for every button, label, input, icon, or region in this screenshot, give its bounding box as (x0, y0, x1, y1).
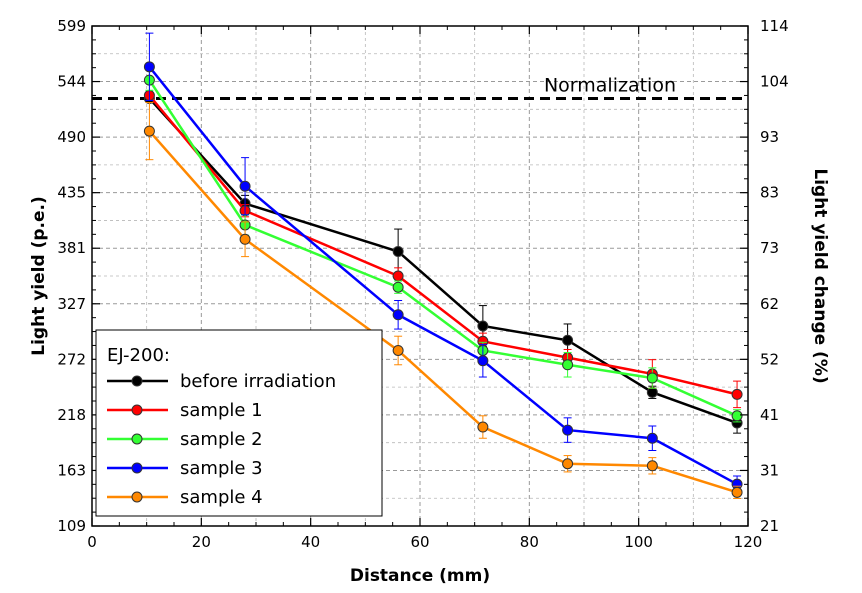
legend-swatch-marker (131, 375, 143, 387)
data-point (731, 486, 743, 498)
data-point (143, 125, 155, 137)
right-y-tick-label: 104 (760, 73, 789, 91)
right-y-tick-label: 62 (760, 295, 779, 313)
y-tick-label: 381 (57, 239, 86, 257)
legend-swatch-marker (131, 404, 143, 416)
data-point (646, 372, 658, 384)
legend-label: sample 3 (180, 458, 263, 479)
legend: EJ-200: before irradiation sample 1 sample… (95, 329, 383, 517)
x-tick-label: 120 (734, 533, 763, 551)
legend-label: sample 2 (180, 429, 263, 450)
data-point (392, 309, 404, 321)
y-tick-label: 218 (57, 406, 86, 424)
data-point (477, 355, 489, 367)
y-tick-label: 109 (57, 517, 86, 535)
data-point (562, 424, 574, 436)
y-tick-label: 272 (57, 350, 86, 368)
data-point (143, 61, 155, 73)
legend-label: before irradiation (180, 371, 336, 392)
legend-entry: sample 2 (107, 429, 263, 450)
series-sample-4 (143, 102, 743, 499)
right-y-tick-label: 31 (760, 461, 779, 479)
x-axis-title: Distance (mm) (350, 566, 490, 586)
data-point (731, 388, 743, 400)
data-point (646, 386, 658, 398)
legend-title: EJ-200: (107, 345, 170, 366)
legend-label: sample 4 (180, 487, 263, 508)
legend-entry: sample 3 (107, 458, 263, 479)
data-point (392, 281, 404, 293)
x-tick-label: 0 (87, 533, 97, 551)
x-tick-label: 80 (520, 533, 539, 551)
right-y-tick-label: 52 (760, 350, 779, 368)
data-point (731, 410, 743, 422)
y-axis-title: Light yield (p.e.) (29, 196, 49, 355)
x-tick-label: 100 (624, 533, 653, 551)
y-tick-label: 163 (57, 461, 86, 479)
x-tick-label: 60 (410, 533, 429, 551)
legend-swatch-marker (131, 433, 143, 445)
legend-swatch-marker (131, 462, 143, 474)
legend-swatch-marker (131, 491, 143, 503)
x-tick-label: 40 (301, 533, 320, 551)
y-tick-label: 490 (57, 128, 86, 146)
legend-entry: sample 4 (107, 487, 263, 508)
data-point (392, 270, 404, 282)
right-y-tick-label: 41 (760, 406, 779, 424)
y-tick-label: 327 (57, 295, 86, 313)
y-tick-labels: 109 163 218 272 327 381 435 490 544 599 (57, 17, 86, 535)
data-point (477, 421, 489, 433)
right-y-axis-title: Light yield change (%) (810, 168, 830, 383)
legend-label: sample 1 (180, 400, 263, 421)
data-point (646, 460, 658, 472)
data-point (646, 432, 658, 444)
legend-entry: sample 1 (107, 400, 263, 421)
right-y-tick-labels: 21 31 41 52 62 73 83 93 104 114 (760, 17, 789, 535)
right-y-tick-label: 93 (760, 128, 779, 146)
data-point (239, 233, 251, 245)
right-y-tick-label: 73 (760, 239, 779, 257)
right-y-tick-label: 21 (760, 517, 779, 535)
normalization-label: Normalization (544, 74, 676, 96)
legend-entries: before irradiation sample 1 sample 2 sample… (107, 371, 336, 508)
data-point (562, 458, 574, 470)
data-point (562, 359, 574, 371)
data-point (562, 334, 574, 346)
x-tick-label: 20 (192, 533, 211, 551)
right-y-tick-label: 114 (760, 17, 789, 35)
y-tick-label: 544 (57, 73, 86, 91)
legend-box (95, 329, 383, 517)
y-tick-label: 599 (57, 17, 86, 35)
legend-entry: before irradiation (107, 371, 336, 392)
data-point (392, 246, 404, 258)
y-tick-label: 435 (57, 184, 86, 202)
series-layer (143, 32, 743, 499)
data-point (392, 344, 404, 356)
data-point (239, 180, 251, 192)
right-y-tick-label: 83 (760, 184, 779, 202)
x-tick-labels: 0 20 40 60 80 100 120 (87, 533, 762, 551)
data-point (477, 320, 489, 332)
